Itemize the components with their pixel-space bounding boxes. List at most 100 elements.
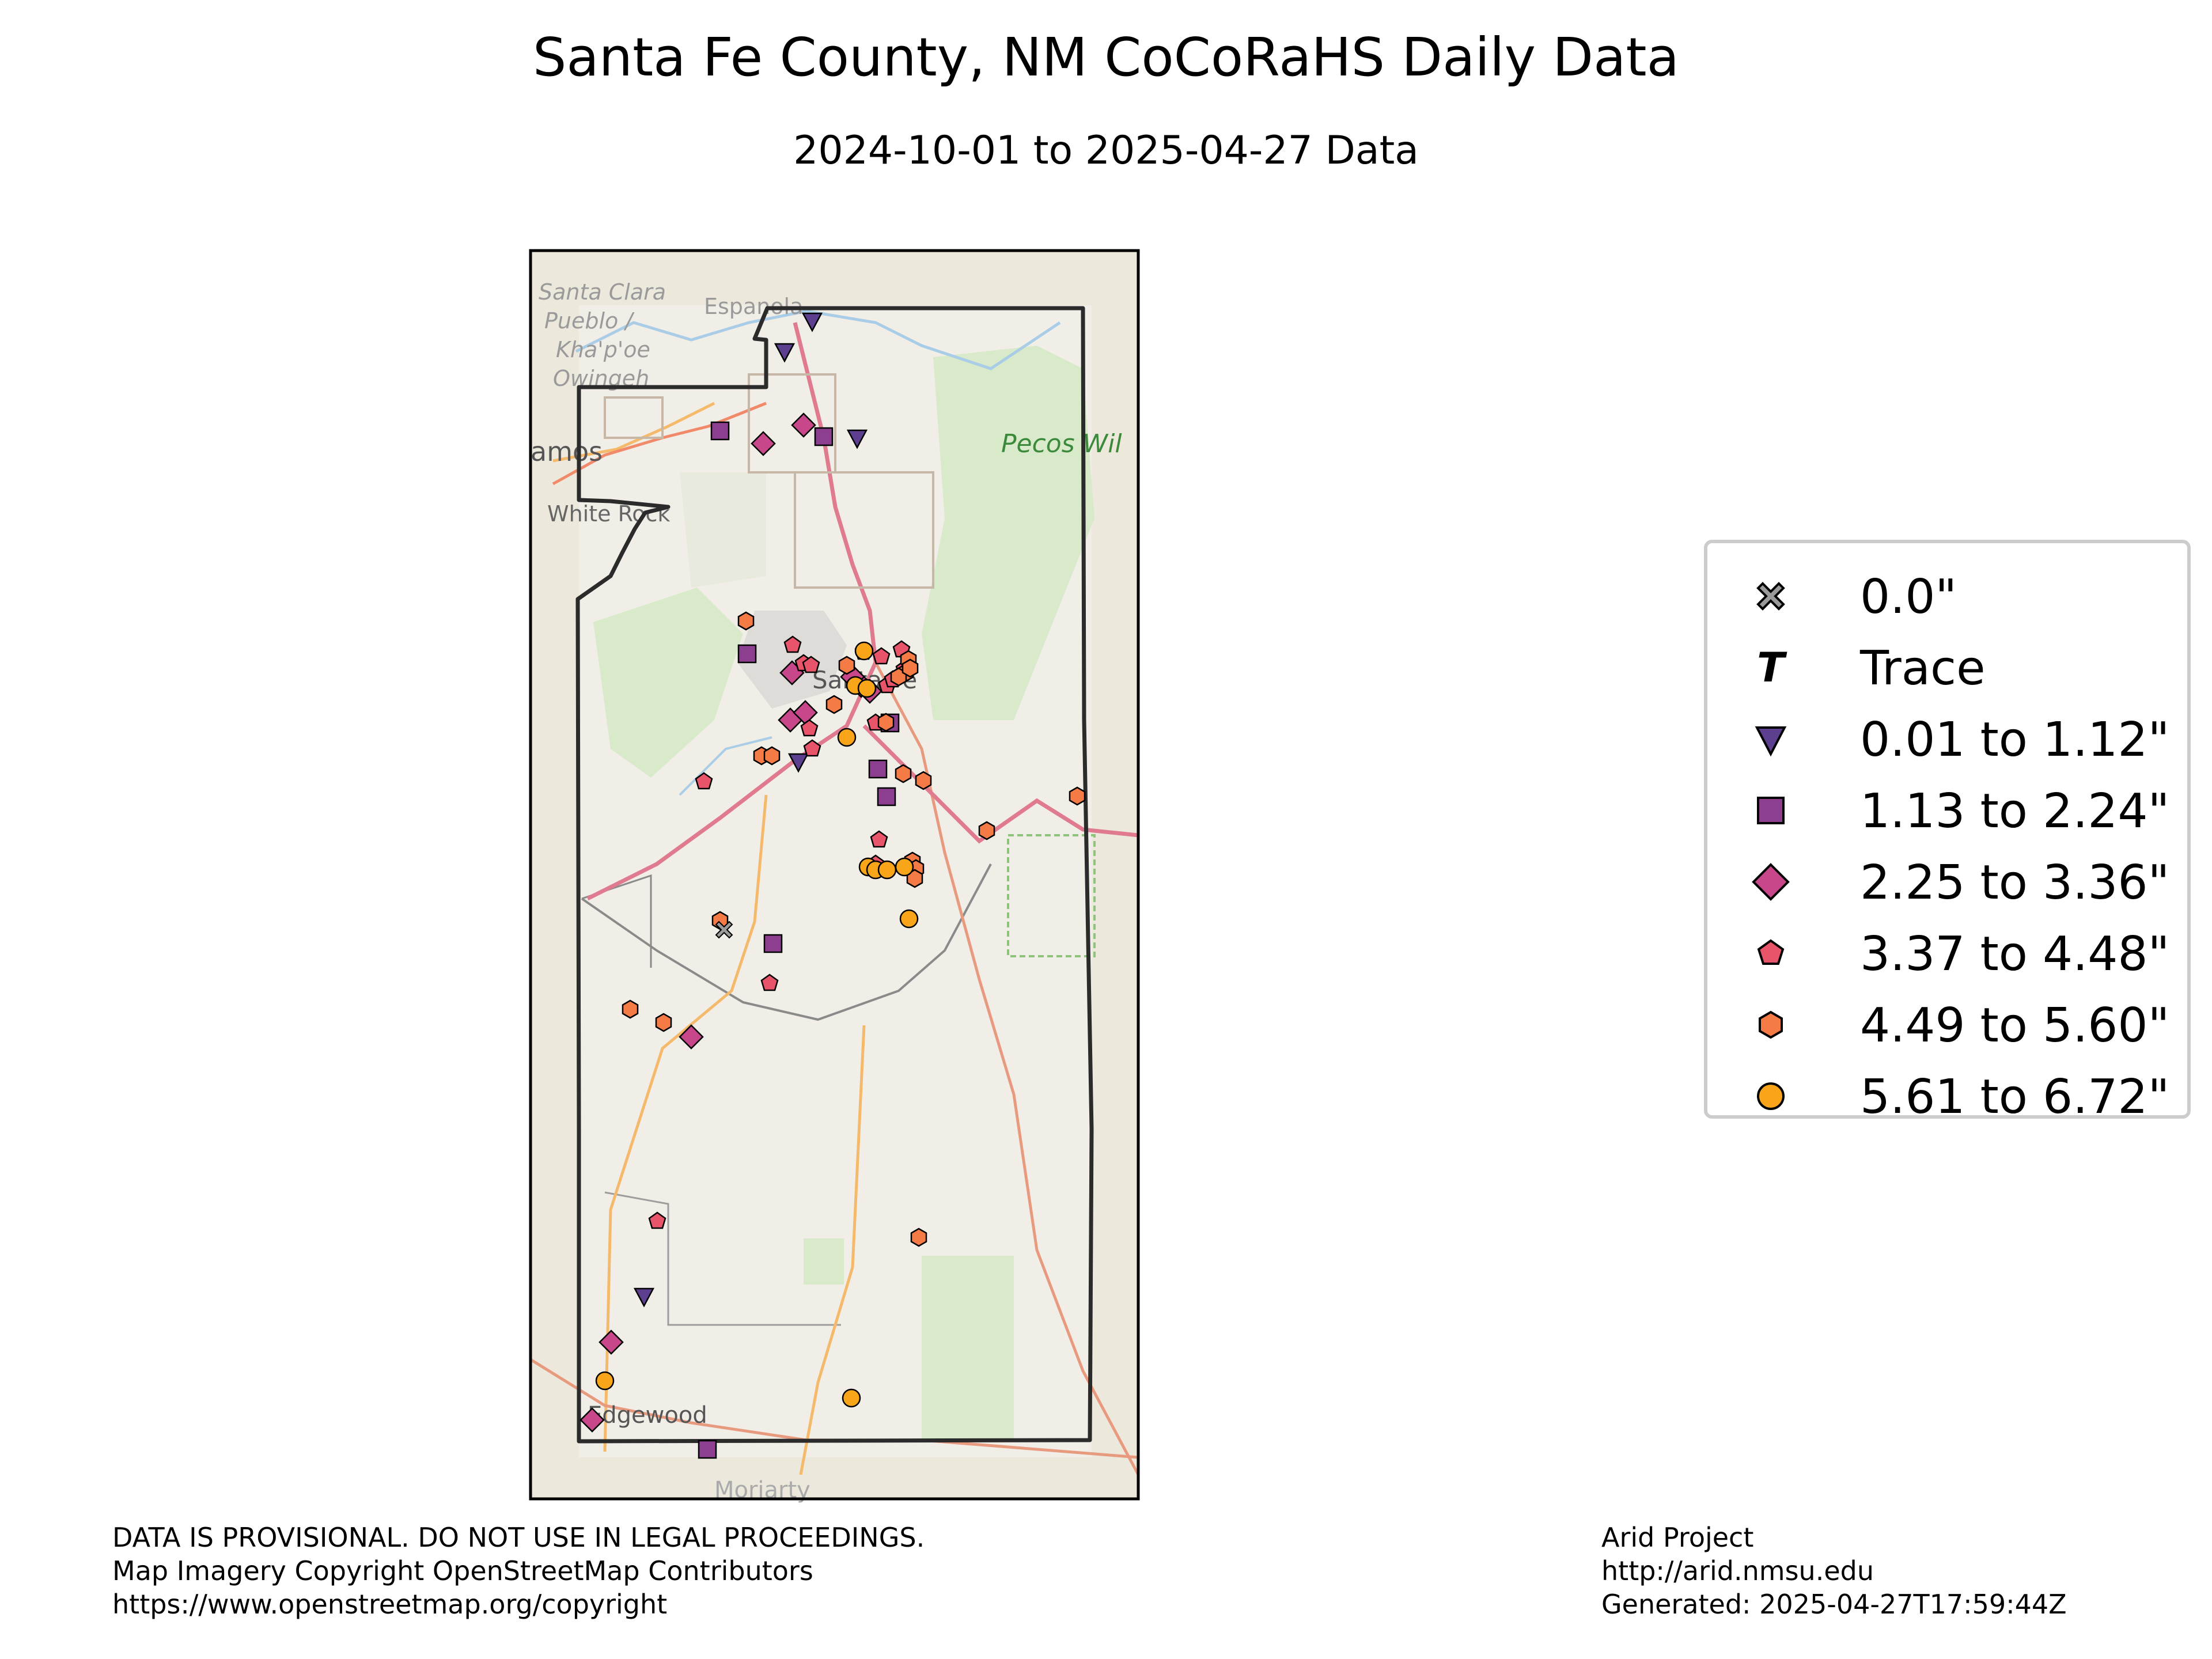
station-marker-diamond <box>791 412 816 438</box>
legend-label: 0.01 to 1.12" <box>1860 713 2170 767</box>
page-subtitle: 2024-10-01 to 2025-04-27 Data <box>793 128 1419 173</box>
interstate-40 <box>531 1358 1138 1459</box>
footer-credits: Arid Project http://arid.nmsu.edu Genera… <box>1601 1521 2067 1621</box>
basemap-label: Santa Clara <box>539 279 666 305</box>
trace-t-icon: T <box>1757 645 1787 691</box>
legend-label: 1.13 to 2.24" <box>1860 784 2170 839</box>
station-marker-pentagon <box>783 635 802 653</box>
pentagon-icon <box>1757 939 1785 965</box>
station-marker-square <box>814 427 834 446</box>
station-marker-circle <box>895 857 914 877</box>
svg-text:T: T <box>1757 645 1787 691</box>
station-marker-circle <box>877 860 897 880</box>
forest-west <box>593 588 743 778</box>
station-marker-hexagon <box>895 764 912 783</box>
road-gray <box>604 1191 841 1326</box>
legend-label: Trace <box>1860 641 1986 696</box>
station-marker-diamond <box>751 431 776 456</box>
station-marker-hexagon <box>825 695 843 714</box>
station-marker-hexagon <box>1069 786 1086 806</box>
station-marker-circle <box>854 641 874 661</box>
highway-84-285 <box>586 322 878 901</box>
station-marker-triangle-down <box>846 429 868 449</box>
station-marker-triangle-down <box>801 312 823 332</box>
station-marker-hexagon <box>915 771 932 790</box>
station-marker-circle <box>842 1388 861 1408</box>
station-marker-pentagon <box>870 830 888 848</box>
station-marker-circle <box>899 909 919 929</box>
legend-item: 0.01 to 1.12" <box>1707 703 2186 775</box>
basemap-label: Pecos Wil <box>1001 429 1122 459</box>
page-title: Santa Fe County, NM CoCoRaHS Daily Data <box>533 26 1679 88</box>
basemap-label: amos <box>531 436 603 467</box>
basemap <box>531 251 1138 1499</box>
legend-item: 5.61 to 6.72" <box>1707 1060 2186 1132</box>
parcel-2 <box>794 471 934 589</box>
legend-label: 2.25 to 3.36" <box>1860 855 2170 910</box>
station-marker-pentagon <box>695 772 713 790</box>
footer-line: https://www.openstreetmap.org/copyright <box>112 1589 668 1620</box>
station-marker-pentagon <box>872 647 891 665</box>
station-marker-square <box>698 1440 717 1459</box>
road-b <box>799 1025 866 1475</box>
triangle-down-icon <box>1755 726 1787 757</box>
station-marker-triangle-down <box>633 1287 655 1308</box>
footer-line: Map Imagery Copyright OpenStreetMap Cont… <box>112 1555 813 1586</box>
legend-item: T Trace <box>1707 632 2186 703</box>
station-marker-triangle-down <box>787 753 809 773</box>
station-marker-circle <box>595 1371 615 1391</box>
highway-14 <box>874 661 1138 1476</box>
station-marker-pentagon <box>802 656 820 673</box>
santa-fe-urban <box>737 611 847 709</box>
station-marker-x <box>715 921 733 939</box>
station-marker-hexagon <box>622 999 639 1019</box>
creek <box>679 736 772 796</box>
legend-label: 5.61 to 6.72" <box>1860 1070 2170 1124</box>
station-marker-pentagon <box>648 1211 666 1229</box>
footer-line: DATA IS PROVISIONAL. DO NOT USE IN LEGAL… <box>112 1522 925 1553</box>
legend-label: 0.0" <box>1860 570 1957 624</box>
legend-label: 4.49 to 5.60" <box>1860 998 2170 1053</box>
footer-line: Arid Project <box>1601 1522 1754 1553</box>
station-marker-hexagon <box>877 713 895 732</box>
station-marker-hexagon <box>838 656 855 675</box>
road-a <box>603 794 768 1452</box>
station-marker-hexagon <box>910 1228 927 1247</box>
station-marker-hexagon <box>902 658 919 678</box>
forest-south <box>922 1256 1014 1440</box>
county-outline <box>575 306 1094 1444</box>
map-frame <box>529 249 1140 1501</box>
circle-icon <box>1757 1082 1785 1110</box>
station-marker-diamond <box>679 1024 704 1050</box>
station-marker-triangle-down <box>774 343 796 363</box>
legend-item: 3.37 to 4.48" <box>1707 918 2186 989</box>
footer-disclaimer: DATA IS PROVISIONAL. DO NOT USE IN LEGAL… <box>112 1521 925 1621</box>
station-marker-pentagon <box>760 974 779 991</box>
pecos-forest <box>922 346 1094 720</box>
pueblo-land <box>680 472 766 588</box>
station-marker-circle <box>857 679 877 698</box>
legend-item: 2.25 to 3.36" <box>1707 846 2186 918</box>
legend-label: 3.37 to 4.48" <box>1860 927 2170 982</box>
station-marker-square <box>710 421 730 441</box>
station-marker-hexagon <box>737 611 755 631</box>
station-marker-square <box>877 787 896 806</box>
grant-boundary <box>1007 834 1096 957</box>
footer-line: http://arid.nmsu.edu <box>1601 1555 1874 1586</box>
station-marker-square <box>737 644 757 664</box>
basemap-label: Pueblo / <box>544 308 635 334</box>
station-marker-circle <box>837 728 857 747</box>
legend-item: 1.13 to 2.24" <box>1707 775 2186 846</box>
station-marker-diamond <box>579 1407 605 1433</box>
legend-item: 0.0" <box>1707 560 2186 632</box>
station-marker-square <box>868 759 888 779</box>
basemap-label: Edgewood <box>588 1402 707 1429</box>
hexagon-icon <box>1759 1010 1783 1039</box>
station-marker-hexagon <box>763 746 781 766</box>
basemap-label: Kha'p'oe <box>556 337 650 362</box>
station-markers <box>579 312 1086 1459</box>
legend: 0.0" T Trace 0.01 to 1.12" 1.13 to 2.24"… <box>1704 540 2191 1124</box>
admin-boundary <box>581 863 992 1021</box>
station-marker-pentagon <box>803 739 821 757</box>
